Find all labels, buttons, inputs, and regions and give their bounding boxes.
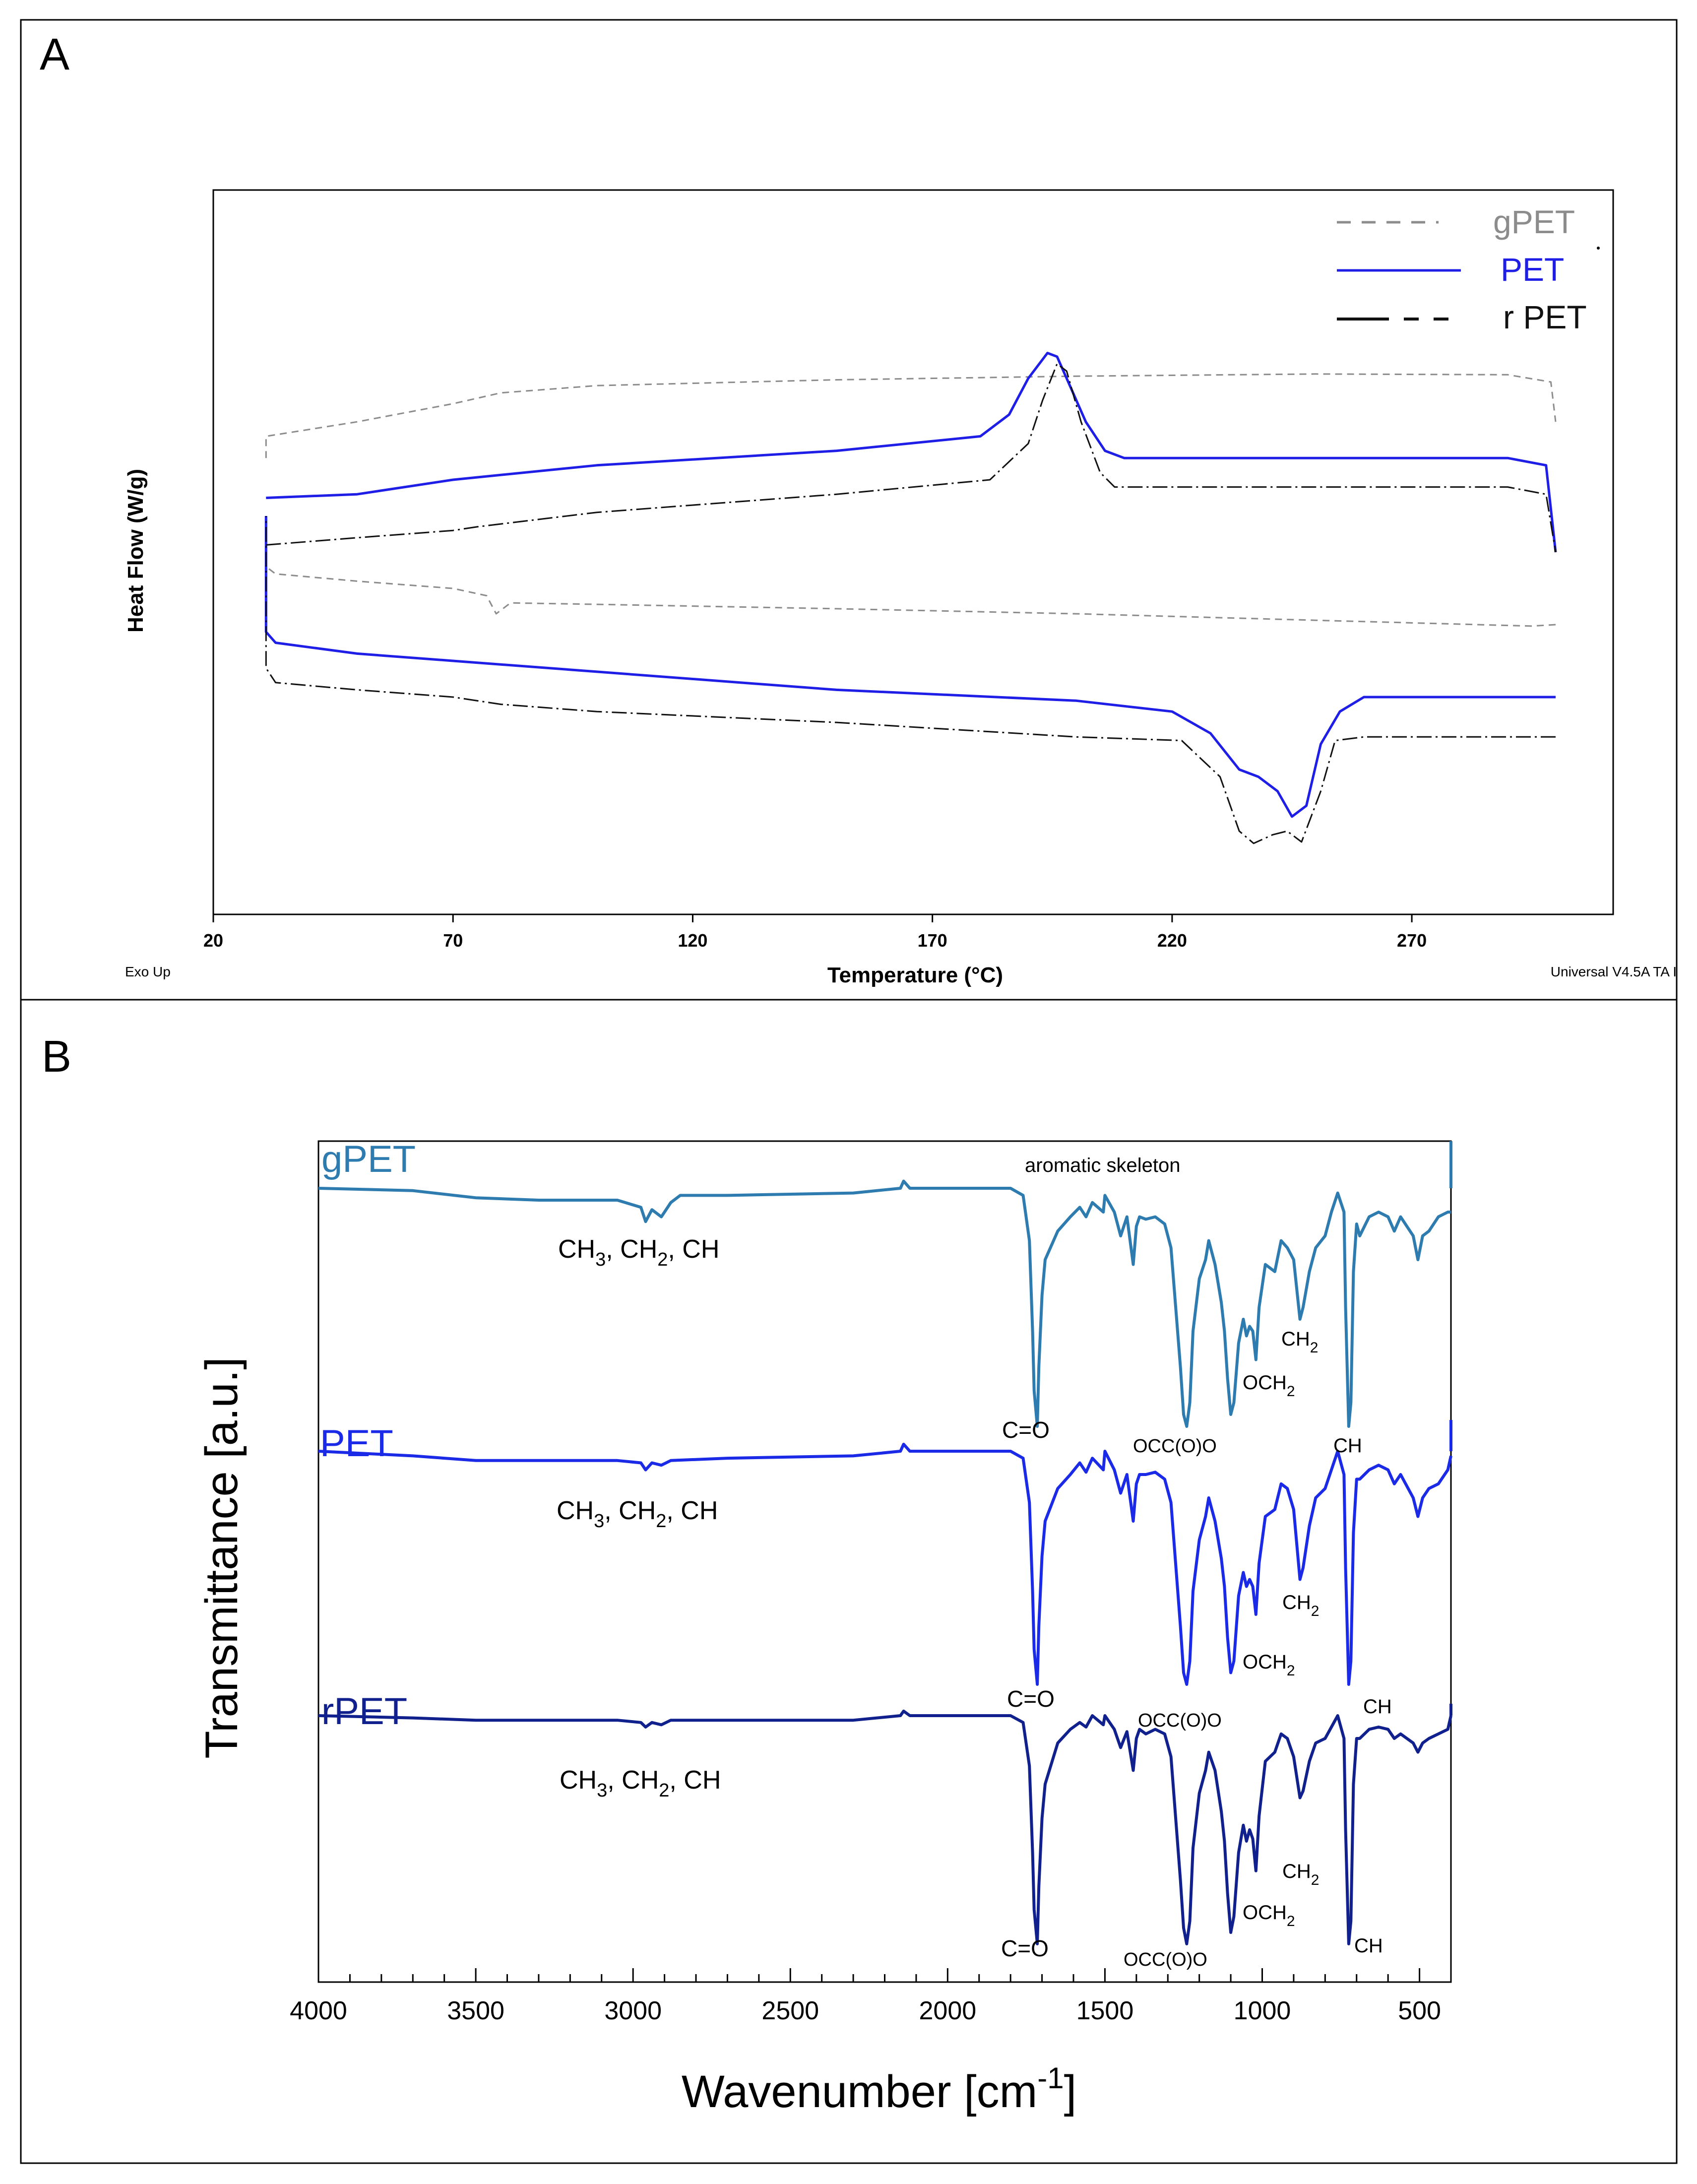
dsc-curve-rpet-lower [265, 516, 1556, 844]
annotation-occo-pet: OCC(O)O [1138, 1710, 1222, 1731]
annotation-ch-pet: CH [1363, 1696, 1392, 1718]
annotation-och2-pet: OCH2 [1243, 1651, 1295, 1679]
dsc-plot-frame [212, 189, 1614, 915]
annotation-ch-rpet: CH [1354, 1935, 1383, 1957]
dsc-x-tick-label: 220 [1157, 930, 1187, 951]
annotation-och2-gpet: OCH2 [1243, 1372, 1295, 1400]
ftir-x-tick-labels: 4000 3500 3000 2500 2000 1500 1000 500 [290, 1996, 1441, 2025]
annotation-part: CH [560, 1766, 597, 1795]
legend-dot [1597, 247, 1600, 250]
ftir-series [318, 1141, 1452, 1945]
annotation-part: CH [1282, 1592, 1311, 1613]
annotation-occo-gpet: OCC(O)O [1133, 1436, 1217, 1457]
annotation-ch3-ch2-ch-pet: CH3, CH2, CH [557, 1496, 718, 1532]
annotation-co-gpet: C=O [1002, 1417, 1050, 1443]
annotation-part: OCH [1243, 1902, 1287, 1924]
ftir-x-tick-label: 1500 [1076, 1996, 1134, 2025]
exo-up-label: Exo Up [125, 964, 171, 979]
dsc-series [264, 352, 1557, 844]
annotation-ch2-pet: CH2 [1282, 1592, 1319, 1619]
dsc-curve-gpet-lower [265, 516, 1556, 627]
dsc-x-tick-label: 70 [443, 930, 463, 951]
annotation-part: CH [1282, 1861, 1311, 1882]
annotation-part: , CH [666, 1496, 718, 1525]
panel-b: B 4000 3500 3000 2500 2000 1500 1000 500 Transm… [42, 1032, 1452, 2117]
annotation-ch2-gpet: CH2 [1281, 1328, 1318, 1356]
dsc-curve-gpet-upper [265, 373, 1557, 458]
ftir-label-gpet: gPET [321, 1138, 416, 1180]
legend-label-pet: PET [1501, 251, 1564, 288]
annotation-co-rpet: C=O [1001, 1935, 1049, 1961]
ftir-label-pet: PET [320, 1422, 393, 1465]
annotation-subscript: 2 [659, 1780, 669, 1801]
annotation-subscript: 2 [1287, 1663, 1295, 1679]
ftir-x-ticks [317, 1968, 1452, 1982]
annotation-co-pet: C=O [1007, 1686, 1055, 1712]
panel-a: A 20 70 120 170 220 270 Temperature (°C) Heat… [40, 30, 1677, 987]
annotation-subscript: 3 [595, 1249, 606, 1270]
annotation-part: CH [1281, 1328, 1310, 1350]
annotation-ch3-ch2-ch-rpet: CH3, CH2, CH [560, 1766, 721, 1801]
annotation-part: , CH [604, 1496, 656, 1525]
dsc-x-tick-label: 20 [203, 930, 223, 951]
annotation-part: CH [558, 1235, 595, 1264]
annotation-ch2-rpet: CH2 [1282, 1861, 1319, 1888]
annotation-ch3-ch2-ch-gpet: CH3, CH2, CH [558, 1235, 719, 1270]
ftir-x-tick-label: 1000 [1234, 1996, 1291, 2025]
annotation-subscript: 2 [1311, 1872, 1320, 1888]
annotation-subscript: 2 [1311, 1603, 1320, 1619]
dsc-y-axis-label: Heat Flow (W/g) [124, 469, 148, 633]
annotation-part: OCH [1243, 1372, 1287, 1394]
panel-b-border [20, 999, 1678, 2164]
annotation-subscript: 2 [1287, 1913, 1295, 1929]
dsc-x-tick-labels: 20 70 120 170 220 270 [203, 930, 1427, 951]
annotation-part: CH [557, 1496, 594, 1525]
panel-a-label: A [40, 30, 69, 79]
software-version-label: Universal V4.5A TA I [1551, 964, 1677, 979]
ftir-x-tick-label: 3500 [447, 1996, 504, 2025]
ftir-x-tick-label: 2500 [761, 1996, 819, 2025]
dsc-x-tick-label: 170 [918, 930, 947, 951]
ftir-spectrum-rpet [318, 1709, 1452, 1945]
ftir-x-tick-label: 500 [1398, 1996, 1441, 2025]
annotation-och2-rpet: OCH2 [1243, 1902, 1295, 1929]
annotation-part: , CH [669, 1766, 721, 1795]
dsc-x-tick-label: 120 [678, 930, 707, 951]
annotation-subscript: 2 [656, 1511, 666, 1532]
annotation-ch-gpet: CH [1333, 1435, 1362, 1457]
ftir-spectrum-gpet [318, 1179, 1451, 1428]
annotation-occo-rpet: OCC(O)O [1124, 1949, 1207, 1970]
dsc-curve-pet-lower [264, 516, 1556, 818]
ftir-x-axis-label: Wavenumber [cm-1] [682, 2061, 1076, 2117]
ftir-spectrum-pet [318, 1442, 1452, 1686]
annotation-aromatic-skeleton: aromatic skeleton [1025, 1155, 1180, 1176]
annotation-subscript: 2 [1310, 1340, 1319, 1356]
dsc-legend: gPET PET r PET [1337, 203, 1600, 335]
panel-b-label: B [42, 1032, 71, 1082]
annotation-subscript: 2 [657, 1249, 668, 1270]
dsc-x-axis-label: Temperature (°C) [827, 963, 1003, 987]
annotation-part: , CH [607, 1766, 659, 1795]
legend-label-gpet: gPET [1493, 203, 1575, 240]
annotation-subscript: 3 [597, 1780, 607, 1801]
annotation-part: OCH [1243, 1651, 1287, 1673]
legend-label-rpet: r PET [1503, 299, 1587, 335]
annotation-subscript: 2 [1287, 1383, 1295, 1400]
annotation-subscript: 3 [594, 1511, 604, 1532]
ftir-x-tick-label: 4000 [290, 1996, 347, 2025]
ftir-x-tick-label: 2000 [919, 1996, 976, 2025]
dsc-x-ticks [212, 914, 1413, 922]
dsc-curve-pet-upper [266, 352, 1557, 553]
annotation-part: , CH [606, 1235, 657, 1264]
dsc-curve-rpet-upper [266, 363, 1557, 553]
ftir-y-axis-label: Transmittance [a.u.] [196, 1357, 247, 1759]
ftir-x-tick-label: 3000 [604, 1996, 662, 2025]
dsc-x-tick-label: 270 [1397, 930, 1427, 951]
ftir-label-rpet: rPET [321, 1690, 407, 1733]
annotation-part: , CH [668, 1235, 719, 1264]
